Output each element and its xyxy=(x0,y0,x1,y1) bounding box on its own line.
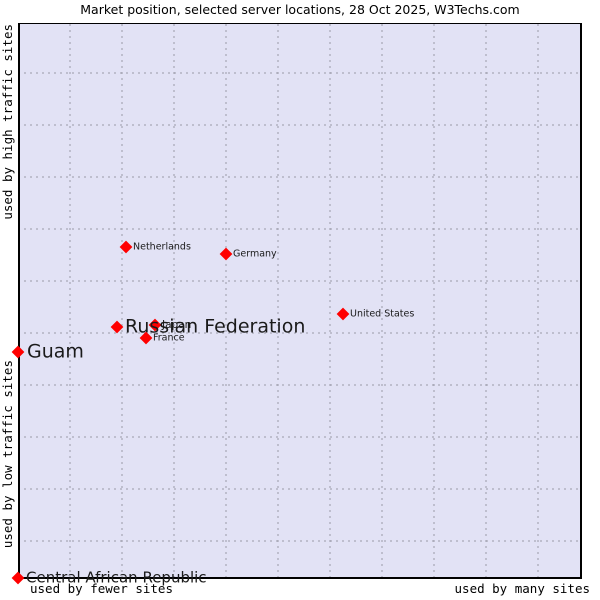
axis-spine-bottom xyxy=(18,577,582,579)
data-point-label: United States xyxy=(350,308,415,320)
axis-spine-top xyxy=(18,23,582,24)
data-point-label: Netherlands xyxy=(133,241,191,253)
axis-spine-left xyxy=(18,23,20,579)
x-axis-label-fewer-sites: used by fewer sites xyxy=(30,581,173,596)
y-axis-label-high-traffic: used by high traffic sites xyxy=(0,24,15,220)
data-point-label: Guam xyxy=(27,340,84,363)
x-axis-label-many-sites: used by many sites xyxy=(454,581,590,596)
data-point-label: Japan xyxy=(162,318,192,331)
plot-area xyxy=(18,24,581,578)
y-axis-label-low-traffic: used by low traffic sites xyxy=(0,360,15,549)
data-point-label: Germany xyxy=(233,248,277,260)
chart-title: Market position, selected server locatio… xyxy=(80,2,520,17)
data-point-label: Russian Federation xyxy=(125,315,306,338)
data-point-label: France xyxy=(153,332,185,344)
axis-spine-right xyxy=(580,23,582,579)
data-point-label: Central African Republic xyxy=(26,568,207,587)
gridlines xyxy=(18,24,581,578)
